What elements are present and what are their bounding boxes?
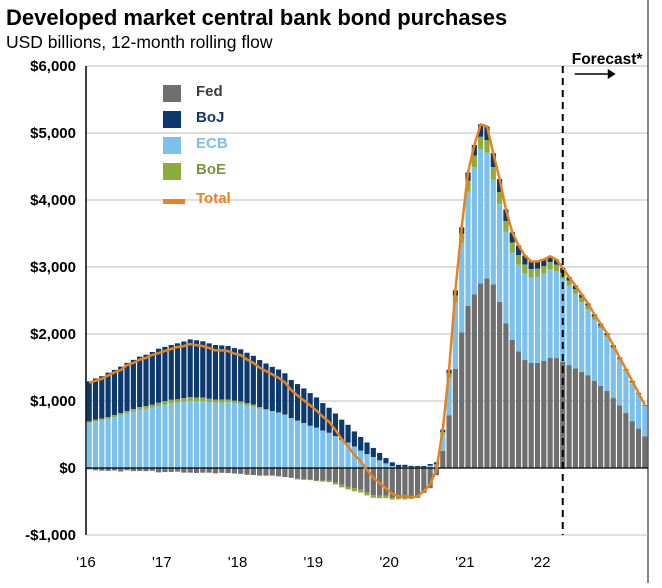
svg-text:'21: '21 — [455, 554, 475, 571]
svg-text:'19: '19 — [304, 554, 324, 571]
svg-text:$4,000: $4,000 — [30, 192, 76, 209]
svg-text:'17: '17 — [152, 554, 172, 571]
svg-text:$0: $0 — [59, 460, 76, 477]
svg-text:$2,000: $2,000 — [30, 326, 76, 343]
svg-text:'16: '16 — [76, 554, 96, 571]
svg-text:$3,000: $3,000 — [30, 259, 76, 276]
svg-text:-$1,000: -$1,000 — [25, 527, 76, 544]
svg-text:'18: '18 — [228, 554, 248, 571]
svg-text:$1,000: $1,000 — [30, 393, 76, 410]
svg-text:'22: '22 — [531, 554, 551, 571]
svg-text:$5,000: $5,000 — [30, 125, 76, 142]
svg-text:$6,000: $6,000 — [30, 58, 76, 75]
svg-text:'20: '20 — [379, 554, 399, 571]
svg-text:Forecast*: Forecast* — [572, 51, 644, 68]
